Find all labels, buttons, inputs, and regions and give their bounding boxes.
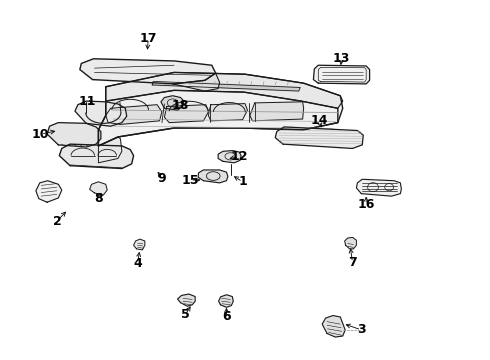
Text: 9: 9 xyxy=(158,172,166,185)
Text: 13: 13 xyxy=(333,52,350,65)
Text: 2: 2 xyxy=(52,215,61,228)
Polygon shape xyxy=(75,101,127,126)
Text: 12: 12 xyxy=(230,150,248,163)
Polygon shape xyxy=(59,144,134,168)
Polygon shape xyxy=(250,102,304,121)
Polygon shape xyxy=(314,65,369,84)
Polygon shape xyxy=(177,294,195,306)
Polygon shape xyxy=(356,179,401,196)
Polygon shape xyxy=(275,127,363,148)
Text: 17: 17 xyxy=(140,32,157,45)
Polygon shape xyxy=(106,72,343,108)
Polygon shape xyxy=(164,105,208,123)
Polygon shape xyxy=(98,72,343,146)
Polygon shape xyxy=(47,123,101,147)
Text: 6: 6 xyxy=(222,310,231,324)
Text: 3: 3 xyxy=(357,323,366,336)
Polygon shape xyxy=(80,59,216,84)
Text: 8: 8 xyxy=(94,192,103,205)
Polygon shape xyxy=(106,105,162,125)
Text: 5: 5 xyxy=(181,308,190,321)
Polygon shape xyxy=(161,96,184,110)
Text: 14: 14 xyxy=(311,114,328,127)
Text: 10: 10 xyxy=(32,127,49,141)
Polygon shape xyxy=(90,182,107,195)
Polygon shape xyxy=(98,137,122,163)
Polygon shape xyxy=(218,150,241,163)
Polygon shape xyxy=(152,81,300,91)
Polygon shape xyxy=(172,73,220,91)
Text: 18: 18 xyxy=(172,99,189,112)
Text: 11: 11 xyxy=(79,95,97,108)
Polygon shape xyxy=(134,239,145,250)
Polygon shape xyxy=(208,104,247,121)
Polygon shape xyxy=(36,181,62,202)
Text: 16: 16 xyxy=(358,198,375,211)
Polygon shape xyxy=(219,295,233,307)
Polygon shape xyxy=(98,90,338,146)
Text: 4: 4 xyxy=(133,257,142,270)
Text: 7: 7 xyxy=(348,256,357,269)
Text: 15: 15 xyxy=(181,174,199,186)
Polygon shape xyxy=(344,237,356,249)
Text: 1: 1 xyxy=(238,175,247,188)
Polygon shape xyxy=(198,170,228,183)
Polygon shape xyxy=(322,316,345,337)
